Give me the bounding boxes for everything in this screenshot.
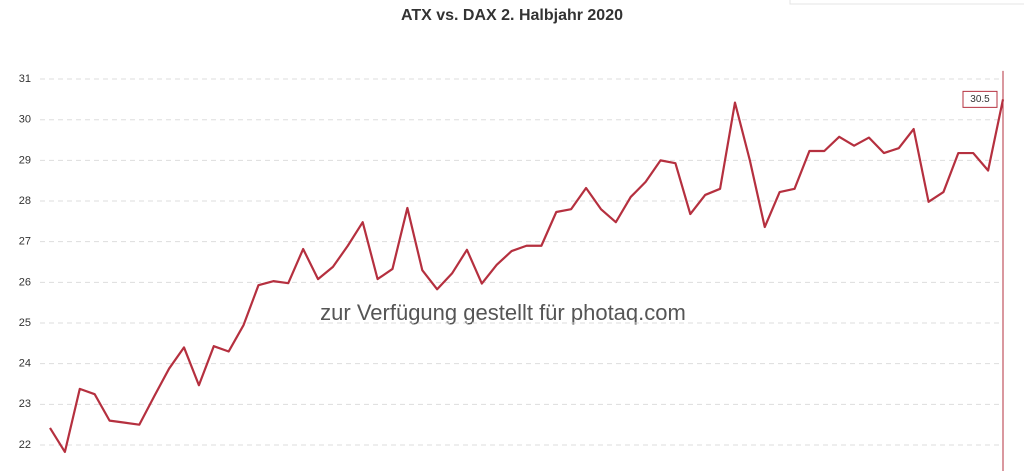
- annotation-box: [962, 90, 998, 108]
- annotation: 30.5: [970, 94, 990, 105]
- y-tick-label: 30: [19, 114, 31, 126]
- y-tick-label: 27: [19, 236, 31, 248]
- line: [49, 99, 1005, 454]
- y-tick-label: 26: [19, 276, 31, 288]
- y-tick-label: 25: [19, 317, 31, 329]
- y-tick-label: 29: [19, 154, 31, 166]
- panel-edge: [789, 0, 1024, 5]
- y-tick-label: 28: [19, 195, 31, 207]
- y-tick-label: 24: [19, 358, 31, 370]
- watermark: zur Verfügung gestellt für photaq.com: [320, 300, 686, 325]
- chart-title: ATX vs. DAX 2. Halbjahr 2020: [401, 7, 623, 24]
- y-tick-label: 22: [19, 439, 31, 451]
- y-tick-label: 23: [19, 398, 31, 410]
- y-tick-label: 31: [19, 73, 31, 85]
